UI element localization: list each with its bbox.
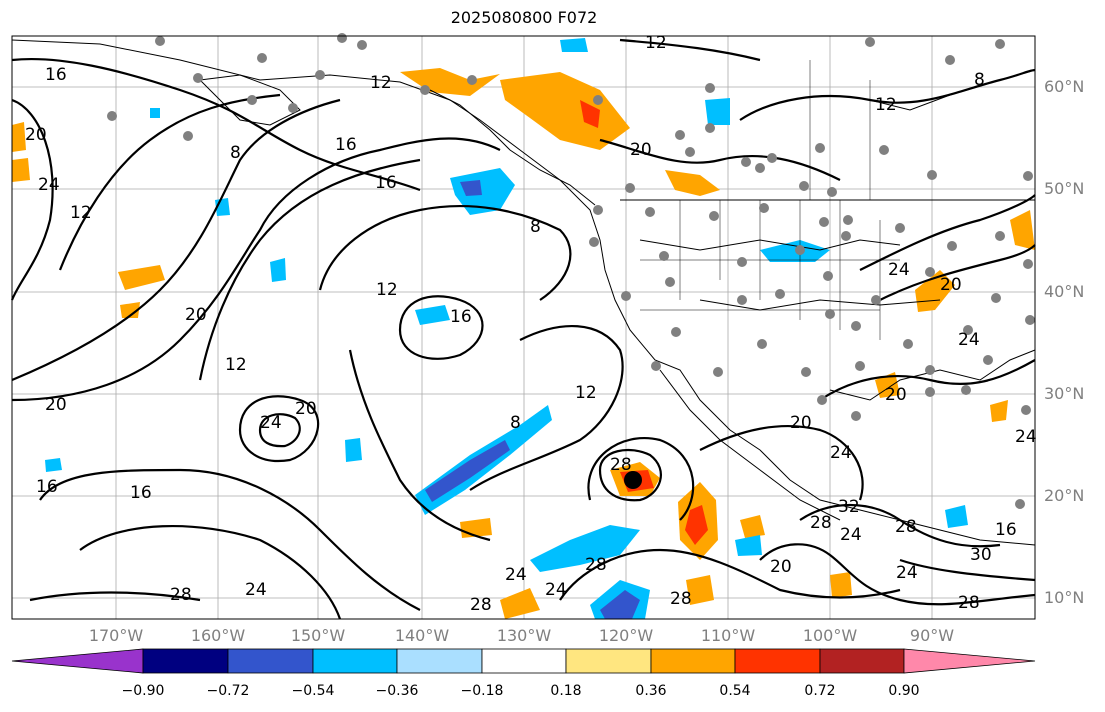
- contour-lines: [10, 38, 1036, 620]
- contour-label: 20: [940, 275, 962, 295]
- contour-label: 24: [260, 413, 282, 433]
- contour-label: 20: [790, 413, 812, 433]
- colorbar-tick-label: −0.72: [206, 683, 250, 699]
- contour-label: 28: [470, 595, 492, 615]
- contour-label: 20: [295, 399, 317, 419]
- contour-label: 24: [840, 525, 862, 545]
- colorbar-tick-label: −0.90: [121, 683, 165, 699]
- contour-label: 12: [875, 95, 897, 115]
- contour-label: 28: [170, 585, 192, 605]
- colorbar-tick-label: −0.36: [375, 683, 419, 699]
- coastlines: [11, 39, 1036, 546]
- colorbar-tick-label: 0.72: [804, 683, 836, 699]
- contour-label: 28: [585, 555, 607, 575]
- map-title: 2025080800 F072: [450, 8, 598, 27]
- colorbar-segment: [734, 648, 821, 674]
- lat-label: 40°N: [1044, 282, 1085, 301]
- contour-label: 20: [630, 140, 652, 160]
- storm-center-marker: [624, 471, 642, 489]
- colorbar-segment: [142, 648, 229, 674]
- contour-label: 16: [45, 65, 67, 85]
- lat-label: 30°N: [1044, 384, 1085, 403]
- colorbar-segment: [903, 648, 1036, 674]
- colorbar-segment: [819, 648, 905, 674]
- colorbar-tick-label: 0.36: [635, 683, 667, 699]
- colorbar-segment: [481, 648, 567, 674]
- contour-label: 24: [505, 565, 527, 585]
- contour-label: 20: [45, 395, 67, 415]
- lon-label: 120°W: [598, 626, 654, 645]
- contour-label: 32: [838, 497, 860, 517]
- contour-label: 16: [130, 483, 152, 503]
- contour-label: 8: [530, 217, 541, 237]
- contour-label: 12: [376, 280, 398, 300]
- lon-label: 140°W: [394, 626, 450, 645]
- lon-label: 110°W: [700, 626, 756, 645]
- contour-label: 8: [230, 143, 241, 163]
- contour-label: 16: [995, 520, 1017, 540]
- station-dots: [107, 33, 1035, 509]
- contour-label: 12: [225, 355, 247, 375]
- lon-label: 150°W: [290, 626, 346, 645]
- lon-label: 130°W: [496, 626, 552, 645]
- contour-label: 20: [770, 557, 792, 577]
- contour-label: 20: [25, 125, 47, 145]
- contour-label: 16: [335, 135, 357, 155]
- lon-label: 170°W: [88, 626, 144, 645]
- contour-label: 24: [545, 580, 567, 600]
- contour-label: 16: [36, 477, 58, 497]
- contour-label: 16: [450, 307, 472, 327]
- lat-label: 10°N: [1044, 588, 1085, 607]
- colorbar-tick-label: 0.90: [888, 683, 920, 699]
- lat-label: 20°N: [1044, 486, 1085, 505]
- contour-label: 12: [370, 73, 392, 93]
- positive-shading: [12, 68, 1035, 619]
- map-frame: [11, 35, 1036, 620]
- contour-label: 24: [830, 443, 852, 463]
- contour-labels: 12 16 12 8 16 16 8 20 20 24 12 20 12 16 …: [25, 33, 1037, 615]
- contour-label: 12: [70, 203, 92, 223]
- contour-label: 24: [1015, 427, 1037, 447]
- colorbar-segment: [650, 648, 736, 674]
- colorbar-tick-label: −0.54: [291, 683, 335, 699]
- colorbar-segment: [565, 648, 652, 674]
- contour-label: 8: [974, 70, 985, 90]
- colorbar-tick-label: 0.54: [719, 683, 751, 699]
- colorbar-tick-label: −0.18: [460, 683, 504, 699]
- contour-label: 16: [375, 173, 397, 193]
- colorbar-segment: [227, 648, 314, 674]
- gridlines: [12, 36, 1035, 619]
- contour-label: 28: [670, 589, 692, 609]
- colorbar: [11, 648, 1036, 674]
- contour-label: 24: [888, 260, 910, 280]
- contour-label: 12: [575, 383, 597, 403]
- contour-label: 24: [38, 175, 60, 195]
- contour-label: 30: [970, 545, 992, 565]
- colorbar-segment: [312, 648, 398, 674]
- contour-label: 8: [510, 413, 521, 433]
- contour-label: 20: [885, 385, 907, 405]
- lon-label: 100°W: [802, 626, 858, 645]
- contour-label: 12: [645, 33, 667, 53]
- contour-label: 28: [610, 455, 632, 475]
- colorbar-tick-label: 0.18: [550, 683, 582, 699]
- contour-label: 28: [810, 513, 832, 533]
- contour-label: 28: [958, 593, 980, 613]
- contour-label: 24: [958, 330, 980, 350]
- negative-shading: [45, 38, 968, 619]
- contour-label: 24: [245, 580, 267, 600]
- lat-label: 50°N: [1044, 179, 1085, 198]
- state-borders: [640, 60, 900, 340]
- colorbar-segment: [11, 648, 144, 674]
- contour-label: 20: [185, 305, 207, 325]
- lon-label: 160°W: [190, 626, 246, 645]
- contour-label: 28: [895, 517, 917, 537]
- lat-label: 60°N: [1044, 77, 1085, 96]
- contour-label: 24: [896, 563, 918, 583]
- lon-label: 90°W: [909, 626, 955, 645]
- colorbar-segment: [396, 648, 483, 674]
